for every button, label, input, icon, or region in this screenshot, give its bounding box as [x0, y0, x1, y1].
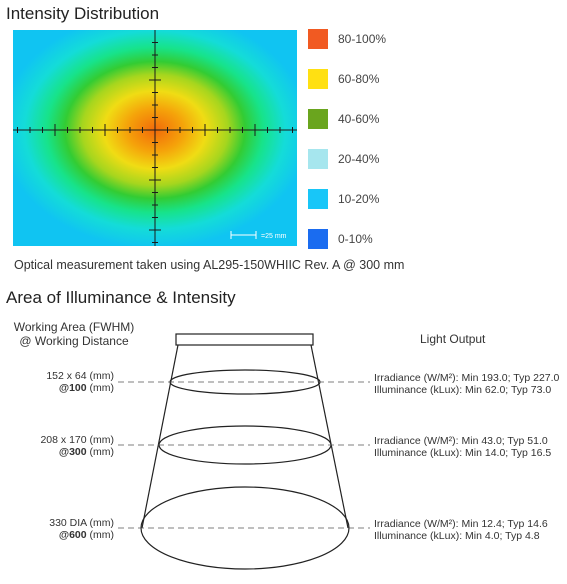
area-size: 152 x 64 (mm) [46, 370, 114, 382]
legend-swatch [308, 149, 328, 169]
cone-edge-left [141, 344, 179, 529]
area-size: 330 DIA (mm) [49, 517, 114, 529]
area-size: 208 x 170 (mm) [40, 434, 114, 446]
working-area-row: 152 x 64 (mm) @100 (mm) [10, 370, 114, 394]
legend-label: 10-20% [338, 192, 380, 206]
legend-label: 0-10% [338, 232, 373, 246]
legend-swatch [308, 69, 328, 89]
irradiance-value: Irradiance (W/M²): Min 193.0; Typ 227.0 [374, 372, 560, 384]
illuminance-value: Illuminance (kLux): Min 14.0; Typ 16.5 [374, 447, 552, 459]
scale-label: =25 mm [261, 233, 287, 240]
legend-swatch [308, 109, 328, 129]
light-source-lens [175, 333, 314, 346]
legend-swatch [308, 189, 328, 209]
irradiance-value: Irradiance (W/M²): Min 43.0; Typ 51.0 [374, 435, 548, 447]
illuminance-value: Illuminance (kLux): Min 4.0; Typ 4.8 [374, 530, 540, 542]
legend-label: 80-100% [338, 32, 387, 46]
illuminance-value: Illuminance (kLux): Min 62.0; Typ 73.0 [374, 384, 552, 396]
measurement-note: Optical measurement taken using AL295-15… [14, 258, 405, 272]
irradiance-value: Irradiance (W/M²): Min 12.4; Typ 14.6 [374, 518, 548, 530]
working-distance: @300 (mm) [58, 446, 114, 458]
scale-bar [230, 231, 257, 239]
working-area-header-line: Working Area (FWHM) [13, 320, 135, 334]
illuminance-title: Area of Illuminance & Intensity [6, 288, 236, 307]
legend-label: 40-60% [338, 112, 380, 126]
light-output-header: Light Output [420, 332, 486, 346]
working-area-row: 330 DIA (mm) @600 (mm) [10, 517, 114, 541]
cone-edge-right [310, 344, 349, 529]
heatmap-crosshair: =25 mm [13, 30, 297, 246]
legend-label: 20-40% [338, 152, 380, 166]
beam-ellipse-300 [158, 425, 332, 465]
light-output-row: Irradiance (W/M²): Min 12.4; Typ 14.6 Il… [374, 518, 548, 542]
working-area-header-line: @ Working Distance [19, 334, 129, 348]
legend-swatch [308, 229, 328, 249]
working-area-header: Working Area (FWHM) @ Working Distance [10, 320, 138, 348]
working-area-row: 208 x 170 (mm) @300 (mm) [10, 434, 114, 458]
intensity-title: Intensity Distribution [6, 4, 160, 23]
beam-cone-diagram [118, 333, 370, 570]
intensity-heatmap: =25 mm [13, 30, 297, 246]
working-distance: @100 (mm) [58, 382, 114, 394]
light-output-row: Irradiance (W/M²): Min 193.0; Typ 227.0 … [374, 372, 559, 396]
light-output-row: Irradiance (W/M²): Min 43.0; Typ 51.0 Il… [374, 435, 551, 459]
legend-swatch [308, 29, 328, 49]
working-distance: @600 (mm) [58, 529, 114, 541]
legend-label: 60-80% [338, 72, 380, 86]
